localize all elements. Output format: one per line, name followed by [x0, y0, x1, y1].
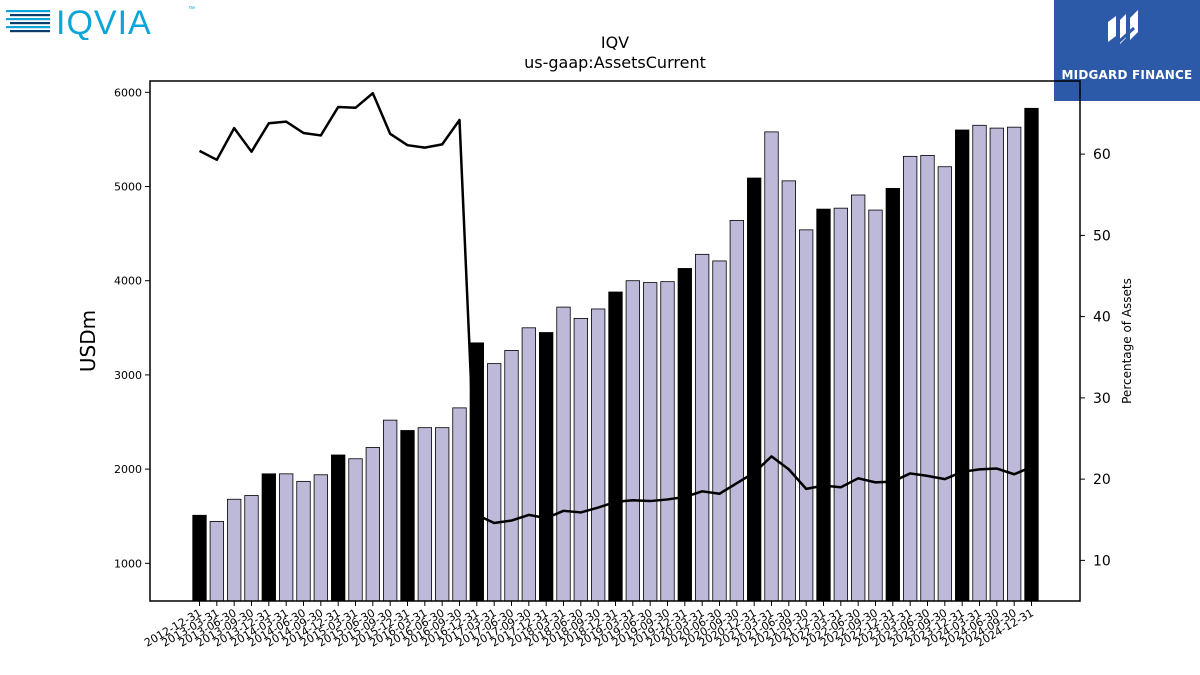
- y-tick-label: 3000: [114, 369, 142, 382]
- bar-2016-09-30: [452, 407, 467, 602]
- midgard-emblem-icon: [1108, 10, 1138, 50]
- y-axis-label: USDm: [76, 310, 100, 372]
- y-tick-label: 4000: [114, 275, 142, 288]
- bar-2013-09-30: [244, 495, 259, 602]
- y2-tick-label: 20: [1093, 472, 1111, 488]
- bar-2013-12-31: [261, 473, 276, 602]
- bar-2014-12-31: [331, 454, 346, 602]
- bar-2019-12-31: [677, 268, 692, 602]
- y2-tick-label: 50: [1093, 228, 1111, 244]
- bar-2015-12-31: [400, 430, 415, 602]
- bar-2015-06-30: [365, 447, 380, 602]
- y-tick-label: 1000: [114, 557, 142, 570]
- y2-tick-label: 60: [1093, 147, 1111, 163]
- bar-2019-06-30: [643, 282, 658, 602]
- bar-2021-06-30: [781, 180, 796, 602]
- bar-2018-06-30: [573, 317, 588, 602]
- bar-2022-09-30: [868, 209, 883, 602]
- y2-tick-label: 10: [1093, 553, 1111, 569]
- y-tick-label: 6000: [114, 86, 142, 99]
- bar-2019-09-30: [660, 281, 675, 602]
- bar-2021-12-31: [816, 208, 831, 602]
- y2-tick-label: 40: [1093, 310, 1111, 326]
- bar-2023-12-31: [955, 129, 970, 602]
- bar-2017-12-31: [539, 332, 554, 602]
- bar-2017-03-31: [487, 363, 502, 602]
- bar-2024-09-30: [1007, 126, 1022, 602]
- bar-2018-09-30: [591, 308, 606, 602]
- bar-2017-09-30: [521, 327, 536, 602]
- bar-2016-06-30: [435, 427, 450, 602]
- y-tick-label: 2000: [114, 463, 142, 476]
- bar-2020-09-30: [729, 220, 744, 602]
- bars-layer: [192, 107, 1039, 602]
- bar-2018-12-31: [608, 291, 623, 602]
- bar-2014-03-31: [279, 473, 294, 602]
- bar-2021-03-31: [764, 131, 779, 602]
- bar-2015-09-30: [383, 419, 398, 602]
- bar-2019-03-31: [625, 280, 640, 602]
- bar-2012-12-31: [192, 514, 207, 602]
- bar-2024-03-31: [972, 124, 987, 602]
- bar-2022-03-31: [833, 207, 848, 602]
- bar-2017-06-30: [504, 350, 519, 602]
- line-layer: [198, 91, 1032, 525]
- bar-2022-06-30: [851, 194, 866, 602]
- bar-2013-03-31: [209, 521, 224, 602]
- bar-2020-03-31: [695, 253, 710, 602]
- percentage-line: [198, 91, 1032, 525]
- y2-tick-label: 30: [1093, 391, 1111, 407]
- chart-title: IQV: [601, 33, 629, 52]
- bar-2018-03-31: [556, 306, 571, 602]
- bar-2023-03-31: [903, 155, 918, 602]
- bar-2023-06-30: [920, 155, 935, 602]
- axes-layer: 1000200030004000500060001020304050602012…: [114, 86, 1111, 649]
- bar-2021-09-30: [799, 229, 814, 602]
- bar-2014-09-30: [313, 474, 328, 602]
- bar-2024-12-31: [1024, 107, 1039, 602]
- bar-2024-06-30: [989, 127, 1004, 602]
- midgard-finance-logo: MIDGARD FINANCE: [1054, 0, 1200, 101]
- y-tick-label: 5000: [114, 181, 142, 194]
- midgard-finance-wordmark: MIDGARD FINANCE: [1061, 68, 1193, 82]
- bar-2020-06-30: [712, 260, 727, 602]
- bar-2015-03-31: [348, 458, 363, 602]
- iqvia-logo: IQVIA ™: [4, 2, 204, 42]
- bar-2014-06-30: [296, 480, 311, 602]
- iqvia-wordmark: IQVIA: [56, 4, 152, 40]
- bar-2022-12-31: [885, 187, 900, 602]
- bar-2020-12-31: [747, 177, 762, 602]
- bar-2023-09-30: [937, 166, 952, 602]
- y2-axis-label: Percentage of Assets: [1120, 278, 1134, 404]
- chart-subtitle: us-gaap:AssetsCurrent: [524, 53, 706, 72]
- bar-2016-03-31: [417, 427, 432, 602]
- bar-2013-06-30: [227, 498, 242, 602]
- iqvia-stripes-icon: [6, 10, 50, 33]
- trademark-mark: ™: [188, 6, 195, 13]
